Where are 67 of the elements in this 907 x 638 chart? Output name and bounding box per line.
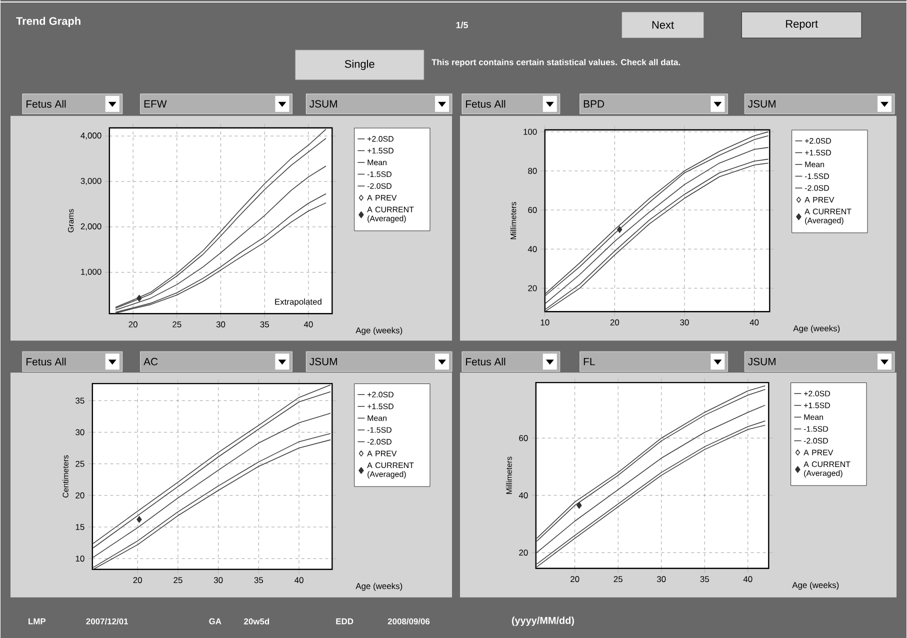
- text: 20w5d: [244, 618, 270, 624]
- text: Fetus All: [466, 100, 506, 108]
- x-axis-title: Age (weeks): [792, 582, 839, 590]
- annotation: Extrapolated: [275, 298, 322, 306]
- x-tick-label: 25: [172, 321, 182, 328]
- x-tick-label: 40: [750, 319, 759, 326]
- x-tick-label: 30: [216, 321, 226, 328]
- x-tick-label: 30: [656, 576, 666, 582]
- x-axis-title: Age (weeks): [356, 327, 402, 335]
- y-tick-label: 40: [518, 492, 528, 498]
- text: GA: [209, 618, 222, 624]
- text: 2008/09/06: [388, 618, 430, 624]
- y-tick-label: 60: [528, 206, 537, 213]
- text: (yyyy/MM/dd): [512, 616, 574, 626]
- y-tick-label: 40: [528, 246, 537, 252]
- text: EDD: [336, 618, 354, 624]
- y-tick-label: 4,000: [80, 132, 102, 140]
- y-tick-label: 60: [519, 434, 528, 441]
- chart-title: FL: [584, 358, 595, 366]
- x-tick-label: 20: [570, 576, 580, 582]
- text: This report contains certain statistical values. Check all data.: [432, 58, 680, 67]
- text: LMP: [28, 618, 46, 624]
- text: Next: [652, 21, 674, 29]
- x-axis-title: Age (weeks): [793, 325, 840, 333]
- y-tick-label: 25: [76, 460, 84, 467]
- x-tick-label: 40: [304, 321, 313, 328]
- x-tick-label: 25: [174, 576, 182, 583]
- text: 1/5: [456, 21, 468, 28]
- x-axis-title: Age (weeks): [356, 582, 402, 591]
- text: JSUM: [310, 100, 337, 108]
- x-tick-label: 40: [743, 576, 752, 582]
- text: 2007/12/01: [86, 618, 128, 624]
- text: JSUM: [310, 358, 337, 366]
- y-tick-label: 100: [524, 128, 537, 135]
- y-tick-label: 80: [528, 168, 537, 174]
- y-tick-label: 20: [76, 492, 84, 498]
- text: Fetus All: [466, 358, 506, 366]
- y-tick-label: 3,000: [80, 178, 102, 185]
- y-tick-label: 1,000: [81, 268, 102, 276]
- chart-title: BPD: [584, 100, 604, 108]
- chart-title: EFW: [144, 100, 167, 108]
- y-tick-label: 20: [528, 285, 537, 292]
- chart-title: AC: [144, 358, 158, 366]
- y-tick-label: 35: [76, 398, 84, 404]
- text: Fetus All: [26, 100, 66, 108]
- x-tick-label: 20: [128, 321, 138, 328]
- x-tick-label: 30: [214, 576, 223, 583]
- x-tick-label: 35: [260, 321, 269, 328]
- y-tick-label: 10: [76, 555, 84, 562]
- x-tick-label: 20: [610, 319, 620, 326]
- text: Report: [786, 20, 818, 30]
- x-tick-label: 35: [254, 576, 264, 583]
- y-tick-label: 20: [519, 549, 528, 556]
- x-tick-label: 40: [294, 576, 304, 583]
- x-tick-label: 25: [614, 576, 622, 582]
- text: Fetus All: [26, 358, 66, 366]
- text: Single: [344, 60, 374, 70]
- x-tick-label: 30: [680, 319, 689, 326]
- y-tick-label: 15: [76, 524, 84, 530]
- text: JSUM: [748, 358, 776, 366]
- y-tick-label: 2,000: [80, 223, 102, 230]
- y-tick-label: 30: [76, 429, 84, 436]
- text: JSUM: [748, 100, 776, 108]
- text: Trend Graph: [16, 16, 80, 27]
- x-tick-label: 20: [133, 576, 142, 583]
- x-tick-label: 10: [540, 319, 550, 326]
- x-tick-label: 35: [700, 576, 709, 582]
